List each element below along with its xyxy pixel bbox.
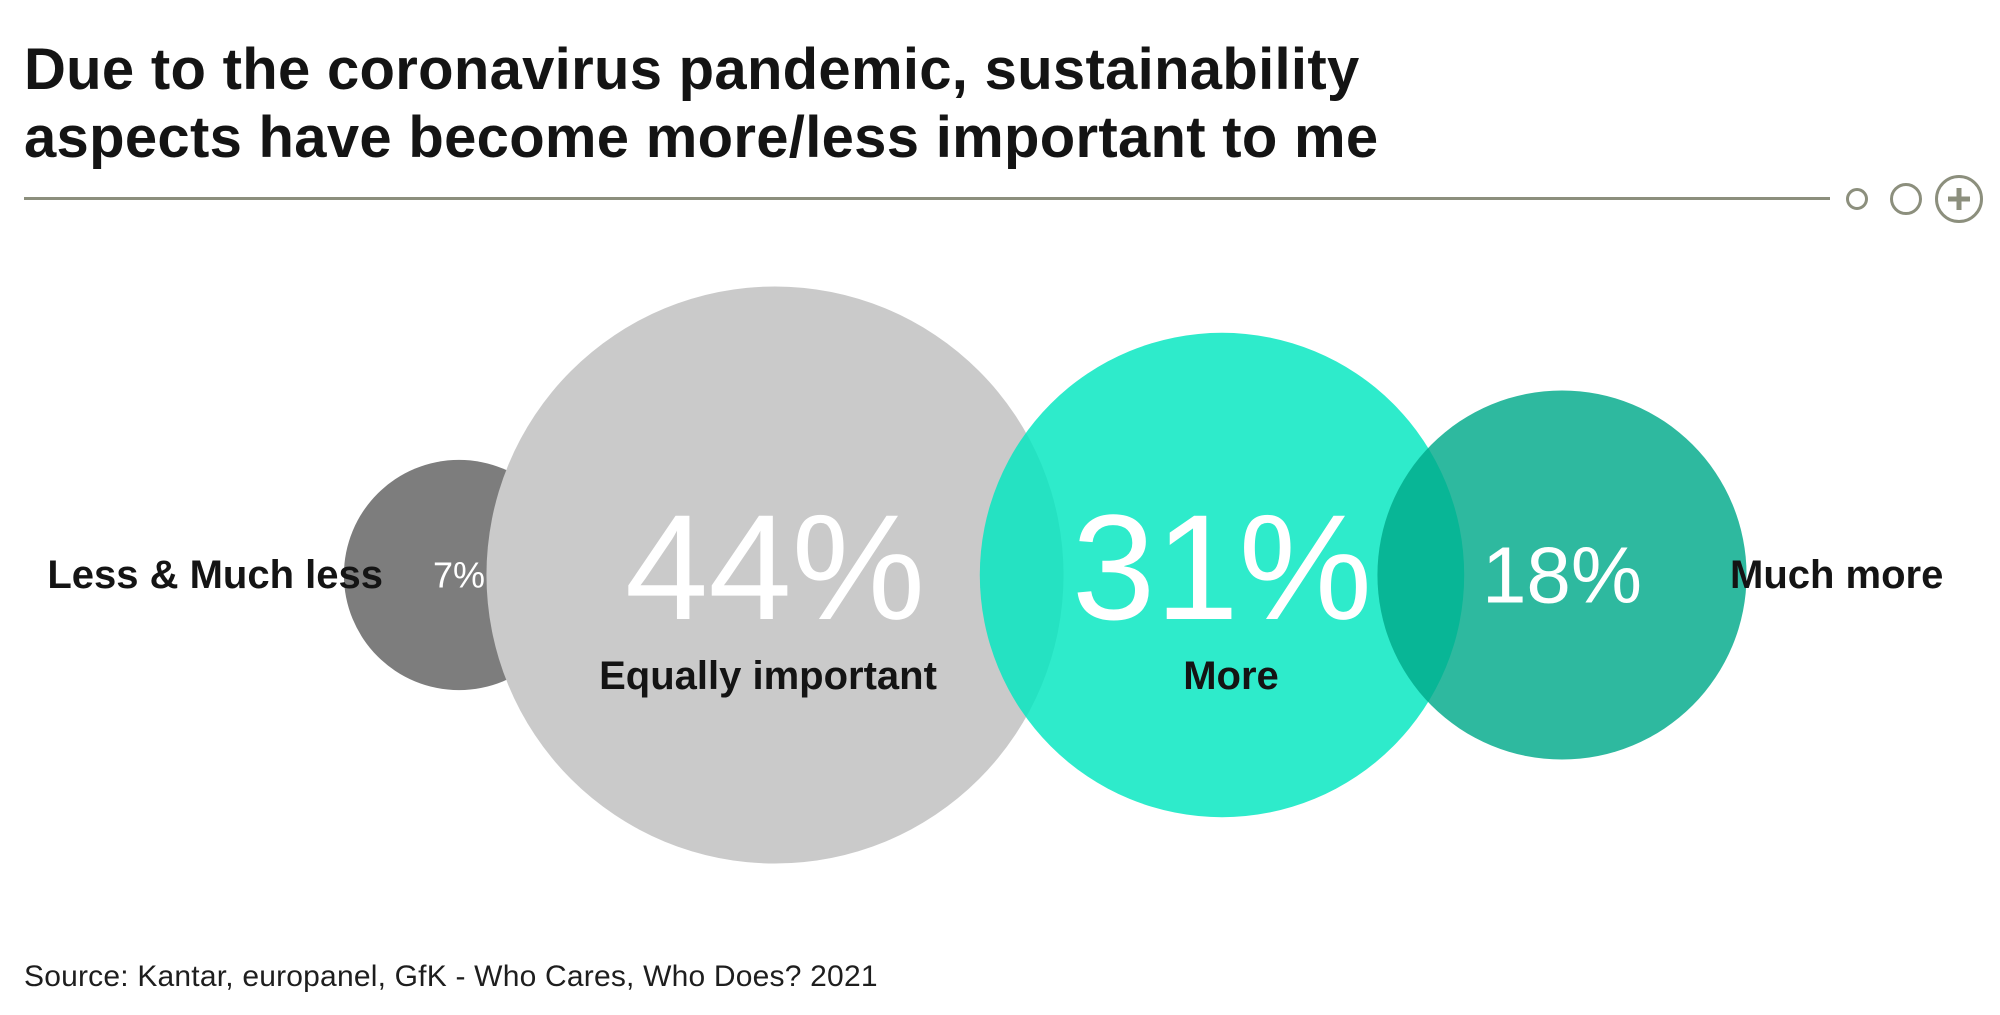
bubble-equally-important [486,286,1064,864]
value-label-less-and-much-less: 7% [433,555,485,596]
bubble-more [979,332,1465,818]
circle-medium-icon [1890,183,1922,215]
chart-title-line-2: aspects have become more/less important … [24,105,1379,170]
category-label-equally-important: Equally important [599,654,937,698]
value-label-much-more: 18% [1482,531,1642,620]
circle-small-icon [1846,188,1868,210]
title-divider [24,197,1830,200]
category-label-much-more: Much more [1730,553,1943,597]
chart-title-line-1: Due to the coronavirus pandemic, sustain… [24,37,1360,102]
value-label-equally-important: 44% [625,483,925,651]
bubble-group [343,286,1747,864]
category-label-less-and-much-less: Less & Much less [47,553,383,597]
bubble-labels: 7% 44% 31% 18% Less & Much less Equally impor… [47,483,1943,698]
source-note: Source: Kantar, europanel, GfK - Who Car… [24,960,878,993]
plus-circle-icon[interactable] [1935,175,1983,223]
chart-title: Due to the coronavirus pandemic, sustain… [24,36,1724,172]
value-label-more: 31% [1072,483,1372,651]
category-label-more: More [1183,654,1279,698]
bubble-much-more [1377,390,1747,760]
